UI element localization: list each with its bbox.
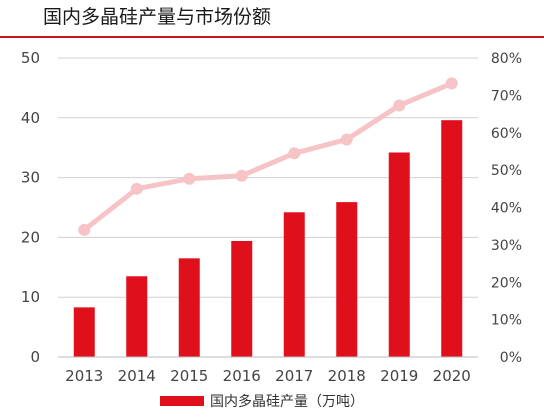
x-tick-label: 2013	[65, 367, 103, 385]
legend-label: 国内多晶硅产量（万吨）	[210, 393, 364, 410]
y-tick-label: 20	[21, 228, 40, 246]
x-tick-label: 2017	[275, 367, 313, 385]
y-tick-label: 10	[21, 288, 40, 306]
y2-tick-label: 40%	[491, 201, 522, 217]
bar	[388, 152, 410, 357]
x-tick-label: 2018	[328, 367, 366, 385]
legend-swatch	[160, 396, 204, 406]
line-point	[445, 77, 458, 90]
y-tick-label: 0	[30, 348, 40, 366]
x-tick-label: 2020	[433, 367, 471, 385]
line-point	[393, 99, 406, 112]
bar	[283, 212, 305, 357]
y2-tick-label: 80%	[491, 51, 522, 67]
x-tick-label: 2014	[118, 367, 156, 385]
y-tick-label: 40	[21, 109, 40, 127]
chart-title: 国内多晶硅产量与市场份额	[43, 6, 272, 28]
x-tick-label: 2016	[223, 367, 261, 385]
y2-tick-label: 0%	[500, 350, 522, 366]
line-series	[81, 80, 455, 233]
y2-tick-label: 30%	[491, 238, 522, 254]
y-tick-label: 50	[21, 49, 40, 67]
line-point	[288, 147, 301, 160]
x-tick-label: 2015	[170, 367, 208, 385]
x-tick-label: 2019	[380, 367, 418, 385]
bar	[441, 120, 463, 357]
title-rule	[0, 36, 544, 38]
line-point	[235, 169, 248, 182]
line-point	[78, 223, 91, 236]
line-point	[340, 133, 353, 146]
bar	[336, 202, 358, 357]
y2-tick-label: 70%	[491, 88, 522, 104]
y2-tick-label: 20%	[491, 275, 522, 291]
y2-tick-label: 50%	[491, 163, 522, 179]
y-tick-label: 30	[21, 169, 40, 187]
y2-tick-label: 60%	[491, 126, 522, 142]
bar	[231, 240, 253, 357]
bar	[126, 276, 148, 357]
line-point	[130, 182, 143, 195]
bar	[73, 307, 95, 357]
y2-tick-label: 10%	[491, 313, 522, 329]
line-point	[183, 172, 196, 185]
bar	[178, 258, 200, 357]
